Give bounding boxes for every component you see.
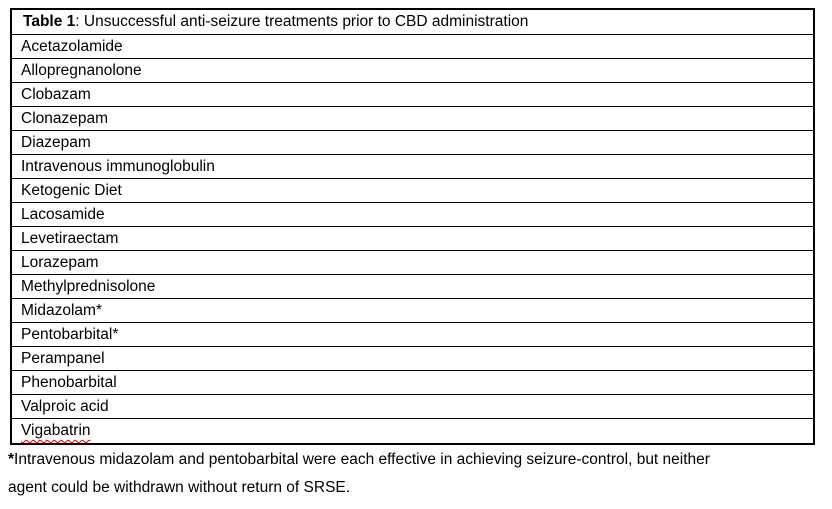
table-row-phenobarbital: Phenobarbital	[12, 371, 813, 395]
treatment-name: Ketogenic Diet	[21, 181, 122, 199]
treatment-name: Phenobarbital	[21, 373, 117, 391]
table-row-diazepam: Diazepam	[12, 131, 813, 155]
footnote-line1: Intravenous midazolam and pentobarbital …	[14, 451, 710, 468]
treatment-name: Methylprednisolone	[21, 277, 156, 295]
table-row-clonazepam: Clonazepam	[12, 107, 813, 131]
footnote-line2: agent could be withdrawn without return …	[8, 479, 351, 496]
treatment-name: Acetazolamide	[21, 37, 123, 55]
footnote-asterisk-marker: *	[8, 451, 15, 468]
table-row-midazolam: Midazolam*	[12, 299, 813, 323]
treatment-name: Clobazam	[21, 85, 91, 103]
treatment-name: Clonazepam	[21, 109, 109, 127]
treatment-name: Midazolam*	[21, 301, 102, 319]
table-caption-text: : Unsuccessful anti-seizure treatments p…	[75, 13, 529, 30]
table-row-allopregnanolone: Allopregnanolone	[12, 59, 813, 83]
treatment-name: Lorazepam	[21, 253, 99, 271]
treatment-name: Pentobarbital*	[21, 325, 119, 343]
table-caption-label: Table 1	[23, 13, 76, 30]
table-row-pentobarbital: Pentobarbital*	[12, 323, 813, 347]
table-row-intravenous-immunoglobulin: Intravenous immunoglobulin	[12, 155, 813, 179]
treatment-name: Lacosamide	[21, 205, 105, 223]
table-footnote: *Intravenous midazolam and pentobarbital…	[8, 446, 826, 502]
treatments-table: Table 1: Unsuccessful anti-seizure treat…	[10, 8, 815, 445]
treatment-name: Intravenous immunoglobulin	[21, 157, 215, 175]
table-row-acetazolamide: Acetazolamide	[12, 35, 813, 59]
table-row-valproic-acid: Valproic acid	[12, 395, 813, 419]
table-row-methylprednisolone: Methylprednisolone	[12, 275, 813, 299]
treatment-name: Perampanel	[21, 349, 105, 367]
table-row-lacosamide: Lacosamide	[12, 203, 813, 227]
table-row-clobazam: Clobazam	[12, 83, 813, 107]
table-row-lorazepam: Lorazepam	[12, 251, 813, 275]
treatment-name: Diazepam	[21, 133, 91, 151]
treatment-name-misspelled: Vigabatrin	[21, 422, 91, 439]
table-caption-row: Table 1: Unsuccessful anti-seizure treat…	[12, 10, 813, 35]
table-row-ketogenic-diet: Ketogenic Diet	[12, 179, 813, 203]
treatment-name: Valproic acid	[21, 397, 109, 415]
treatment-name: Levetiraectam	[21, 229, 119, 247]
treatment-name: Allopregnanolone	[21, 61, 142, 79]
table-row-levetiraectam: Levetiraectam	[12, 227, 813, 251]
table-row-vigabatrin: Vigabatrin	[12, 419, 813, 443]
table-row-perampanel: Perampanel	[12, 347, 813, 371]
